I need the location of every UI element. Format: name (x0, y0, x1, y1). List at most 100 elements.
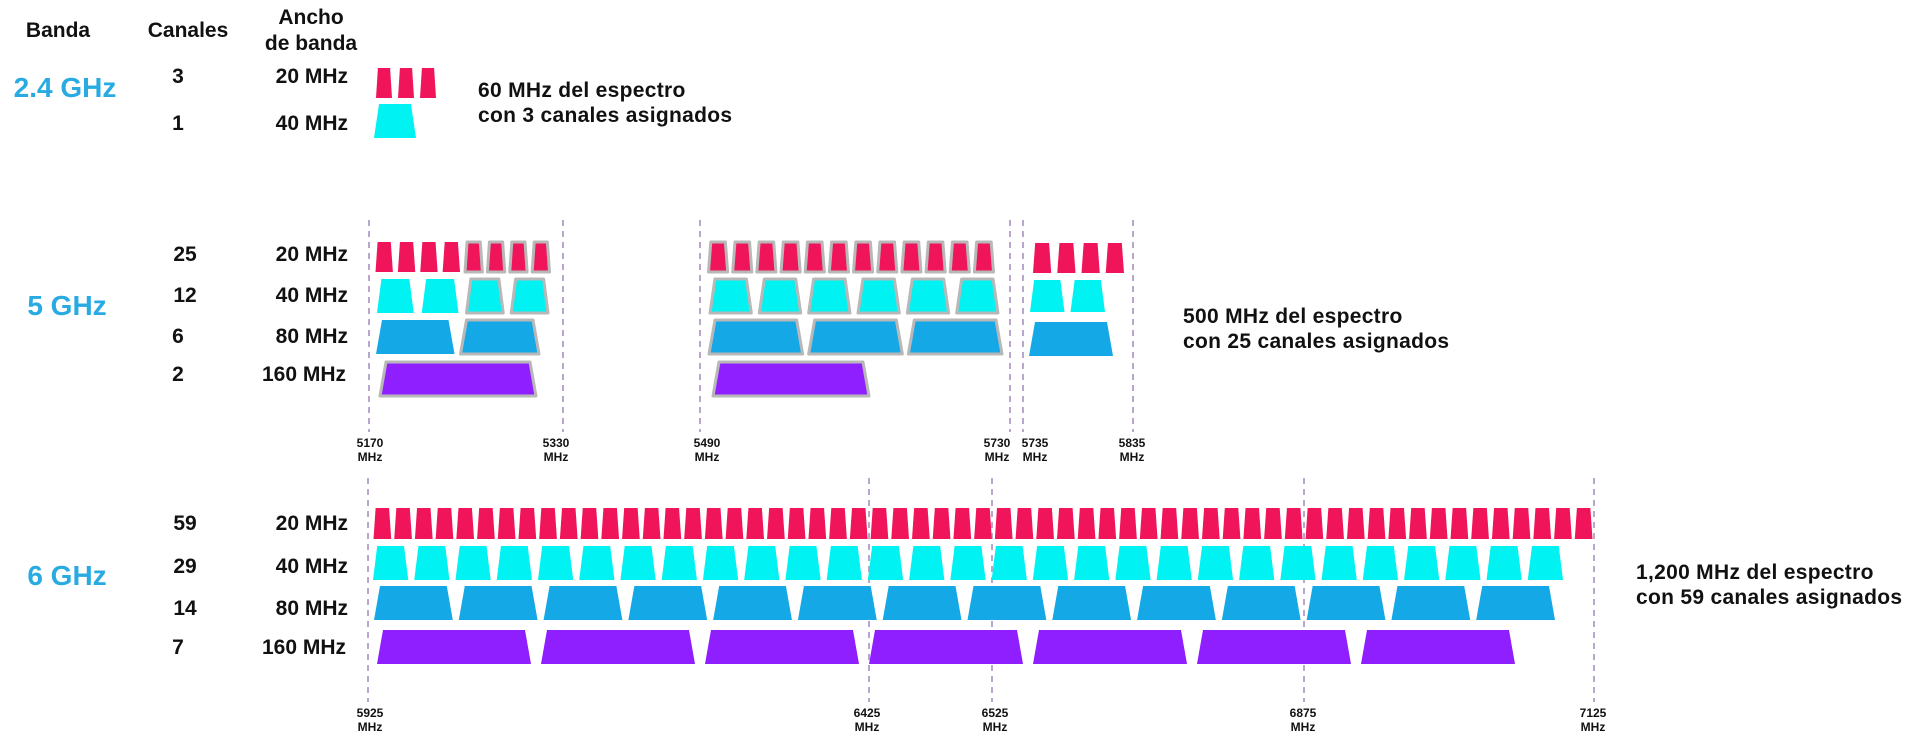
channel-count: 25 (173, 243, 197, 266)
channel-block-160mhz (869, 630, 1023, 664)
tick-unit: MHz (694, 450, 720, 464)
bandwidth-label: 40 MHz (275, 284, 348, 307)
channel-block-20mhz (580, 508, 599, 539)
channel-block-40mhz (955, 277, 1000, 315)
channel-block-80mhz (713, 586, 792, 620)
channel-block-80mhz (1391, 586, 1471, 620)
channel-block-20mhz (827, 240, 850, 274)
channel-block-80mhz (906, 318, 1004, 356)
channel-block-20mhz (787, 508, 806, 539)
channel-block-20mhz (731, 240, 754, 274)
channel-block-20mhz (1574, 508, 1593, 539)
spectrum-note-line: con 3 canales asignados (478, 104, 733, 127)
header-channels: Canales (147, 19, 229, 42)
bandwidth-label: 160 MHz (261, 636, 346, 659)
header-band: Banda (25, 19, 91, 42)
channel-block-20mhz (397, 242, 416, 272)
channel-block-20mhz (767, 508, 785, 539)
channel-block-80mhz (376, 320, 455, 354)
channel-block-40mhz (465, 277, 505, 315)
bandwidth-label: 40 MHz (275, 112, 348, 135)
channel-block-80mhz (967, 586, 1047, 620)
channel-block-80mhz (459, 318, 541, 356)
channel-block-20mhz (663, 508, 682, 539)
channel-block-40mhz (537, 546, 574, 580)
channel-block-20mhz (477, 508, 495, 539)
channel-block-40mhz (509, 277, 550, 315)
channel-block-40mhz (421, 279, 459, 313)
channel-block-80mhz (1137, 586, 1216, 620)
channel-block-20mhz (900, 240, 923, 274)
channel-block-20mhz (601, 508, 620, 539)
channel-block-160mhz (1197, 630, 1351, 664)
channel-block-20mhz (1105, 243, 1124, 273)
tick-unit: MHz (854, 720, 880, 734)
spectrum-note-line: 500 MHz del espectro (1183, 305, 1403, 328)
frequency-tick: 5490 MHz (682, 436, 732, 464)
channel-block-160mhz (1033, 630, 1187, 664)
spectrum-note-line: con 25 canales asignados (1183, 330, 1450, 353)
channel-block-20mhz (485, 240, 507, 274)
tick-value: 7125 (1579, 706, 1607, 720)
frequency-tick: 7125 MHz (1568, 706, 1618, 734)
channel-block-80mhz (628, 586, 708, 620)
channel-block-40mhz (909, 546, 945, 580)
frequency-tick: 5330 MHz (531, 436, 581, 464)
channel-block-20mhz (442, 242, 460, 272)
channel-block-20mhz (518, 508, 537, 539)
channel-block-20mhz (1450, 508, 1469, 539)
channel-block-40mhz (757, 277, 803, 315)
channel-block-40mhz (1445, 546, 1481, 580)
channel-count: 14 (173, 597, 197, 620)
channel-block-40mhz (1362, 546, 1399, 580)
channel-block-20mhz (803, 240, 826, 274)
channel-block-40mhz (496, 546, 532, 580)
channel-count: 59 (173, 512, 197, 535)
channel-block-160mhz (711, 360, 871, 398)
channel-block-20mhz (1554, 508, 1572, 539)
channel-block-20mhz (808, 508, 827, 539)
tick-unit: MHz (984, 450, 1010, 464)
channel-block-20mhz (375, 242, 393, 272)
channel-block-20mhz (1471, 508, 1489, 539)
channel-block-20mhz (1388, 508, 1407, 539)
bandwidth-label: 20 MHz (275, 512, 348, 535)
bandwidth-label: 160 MHz (261, 363, 346, 386)
channel-count: 7 (172, 636, 184, 659)
channel-block-20mhz (642, 508, 661, 539)
tick-unit: MHz (1119, 450, 1145, 464)
channel-block-20mhz (1367, 508, 1386, 539)
channel-block-80mhz (1476, 586, 1555, 620)
channel-block-40mhz (950, 546, 986, 580)
channel-block-20mhz (1305, 508, 1324, 539)
channel-block-20mhz (398, 68, 414, 98)
band-label-2-4ghz: 2.4 GHz (13, 72, 117, 103)
channel-block-40mhz (708, 277, 753, 315)
channel-block-20mhz (891, 508, 910, 539)
channel-block-40mhz (414, 546, 450, 580)
channel-block-20mhz (420, 242, 438, 272)
tick-value: 5735 (1021, 436, 1049, 450)
channel-block-20mhz (1057, 243, 1076, 273)
tick-unit: MHz (982, 720, 1008, 734)
channel-block-40mhz (373, 546, 409, 580)
channel-block-20mhz (1119, 508, 1137, 539)
channel-block-20mhz (779, 240, 802, 274)
channel-block-80mhz (882, 586, 962, 620)
channel-block-20mhz (1056, 508, 1075, 539)
channel-block-20mhz (1201, 508, 1220, 539)
channel-block-40mhz (1032, 546, 1069, 580)
channel-count: 3 (172, 65, 184, 88)
bandwidth-label: 80 MHz (275, 325, 348, 348)
channel-block-20mhz (912, 508, 930, 539)
channel-block-20mhz (707, 240, 730, 274)
frequency-tick: 5925 MHz (345, 706, 395, 734)
channel-block-20mhz (394, 508, 412, 539)
channel-count: 6 (172, 325, 184, 348)
channel-block-20mhz (932, 508, 951, 539)
channel-block-40mhz (377, 279, 414, 313)
tick-unit: MHz (543, 450, 569, 464)
header-bandwidth: Ancho de banda (256, 5, 366, 57)
channel-block-20mhz (559, 508, 578, 539)
channel-block-40mhz (856, 277, 901, 315)
